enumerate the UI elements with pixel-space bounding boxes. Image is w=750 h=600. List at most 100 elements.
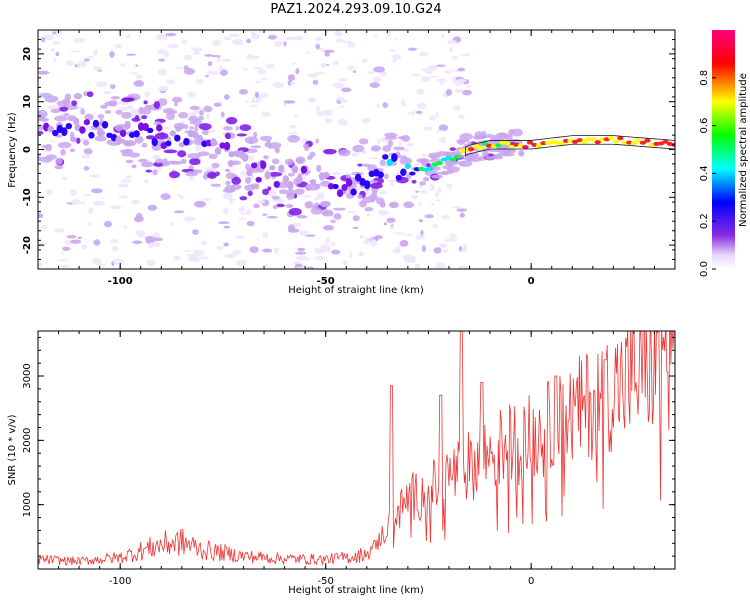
noise-blob [347,42,356,48]
snr-x-axis-label: Height of straight line (km) [288,585,424,596]
y-tick-label: 10 [22,95,33,109]
noise-blob [199,110,204,116]
spectral-blob [279,189,289,195]
noise-blob [222,192,233,200]
noise-blob [443,239,452,242]
noise-blob [330,249,341,255]
noise-blob [287,228,300,233]
noise-blob [325,236,330,244]
ridge-cell [246,169,253,177]
spectral-blob [210,183,222,187]
ridge-cell [88,131,95,139]
spectral-blob [384,132,398,138]
spectral-blob [83,166,90,171]
noise-blob [385,30,392,37]
noise-blob [195,78,204,84]
spectral-blob [379,159,386,166]
spectral-blob [54,115,68,122]
spectral-blob [397,136,407,140]
noise-blob [152,237,163,242]
noise-blob [253,203,260,209]
spectral-blob [128,152,140,158]
spectral-blob [345,174,351,179]
spectral-blob [304,201,314,209]
noise-blob [131,199,140,205]
noise-blob [420,229,424,236]
spectrogram-heatmap [38,30,675,269]
noise-blob [459,212,465,218]
spectral-blob [358,138,369,145]
noise-blob [206,113,210,120]
noise-blob [238,89,248,95]
spectral-blob [141,142,148,148]
noise-blob [338,105,346,108]
noise-blob [96,81,108,88]
spectral-blob [138,106,144,115]
noise-blob [284,36,296,41]
noise-blob [325,118,333,124]
ridge-cell [269,165,276,171]
spectral-blob [294,188,305,195]
noise-blob [423,126,433,131]
ridge-cell [409,171,416,176]
noise-blob [441,214,450,220]
ridge-cell [241,153,249,162]
ridge-cell [454,154,461,159]
spectral-blob [38,110,48,119]
noise-blob [414,263,421,269]
spectral-blob [287,172,295,177]
noise-blob [416,110,423,115]
noise-blob [153,232,160,237]
noise-blob [53,228,65,233]
noise-blob [352,70,357,73]
noise-blob [315,105,320,112]
noise-blob [465,85,472,88]
ridge-cell [630,141,638,146]
noise-blob [445,183,453,188]
noise-blob [211,40,222,46]
ridge-cell [535,143,543,148]
spectral-blob [387,139,394,148]
noise-blob [232,249,242,255]
spectral-blob [446,166,460,173]
spectral-blob [352,215,360,222]
noise-blob [323,109,333,116]
noise-blob [132,240,143,244]
spectral-blob [250,145,262,149]
ridge-cell [70,136,77,143]
ridge-cell [590,137,597,142]
spectral-blob [384,173,389,180]
noise-blob [404,257,417,261]
spectral-blob [168,171,181,179]
noise-blob [429,115,436,121]
spectral-blob [165,112,176,120]
spectral-blob [323,148,337,155]
noise-blob [194,144,202,152]
noise-blob [89,174,100,178]
spectral-blob [332,207,346,211]
spectral-blob [60,149,66,156]
ridge-cell [427,166,434,171]
spectral-blob [393,146,405,151]
spectral-blob [462,156,476,161]
spectral-blob [314,202,320,208]
noise-blob [376,103,381,109]
ridge-cell [350,188,357,196]
ridge-cell [562,138,570,143]
ridge-cell [639,140,647,145]
noise-blob [217,221,230,225]
spectral-blob [222,188,236,193]
spectral-blob [120,111,132,119]
spectral-blob [272,204,278,210]
ridge-cell [196,134,204,143]
noise-blob [218,64,223,72]
spectral-blob [267,186,272,191]
y-tick-label: 1000 [22,492,33,517]
ridge-cell [97,127,104,137]
noise-blob [288,131,298,135]
noise-blob [184,249,192,252]
snr-panel: -100 -50 0 1000 2000 3000 Height of straight … [7,330,676,596]
snr-line-layer [38,331,675,566]
noise-blob [435,199,442,203]
colorbar-tick-label: 0.4 [699,165,710,181]
